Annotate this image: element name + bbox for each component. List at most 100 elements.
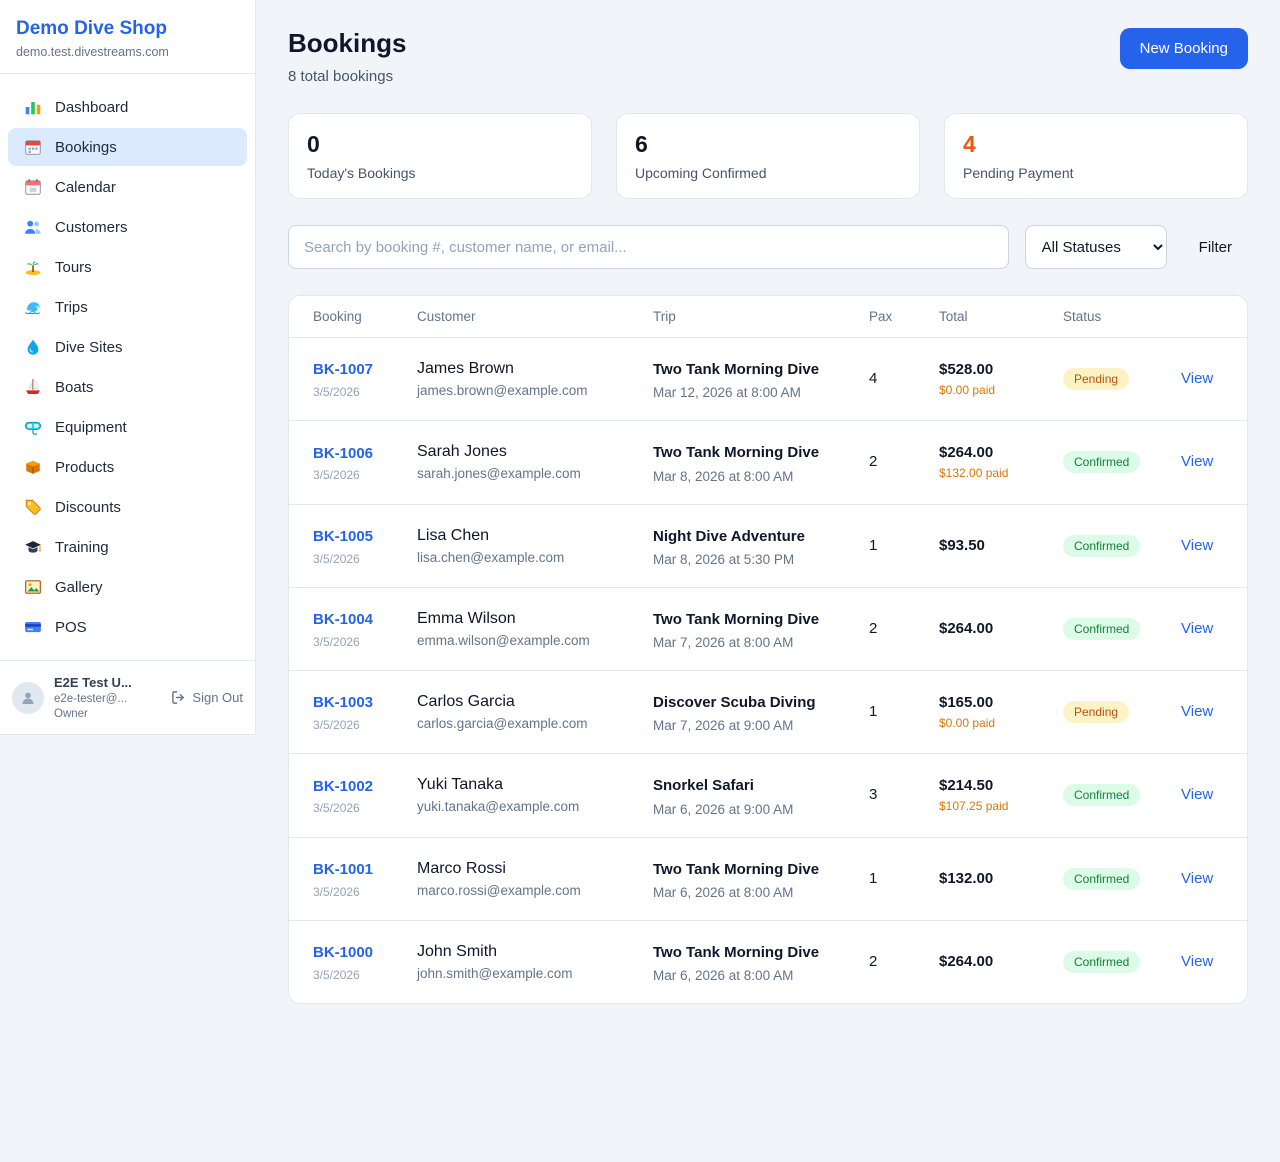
sidebar-item-label: Dashboard — [55, 98, 129, 116]
view-link[interactable]: View — [1181, 619, 1214, 637]
table-header-row: Booking Customer Trip Pax Total Status — [289, 296, 1247, 338]
brand-name: Demo Dive Shop — [16, 18, 167, 39]
stat-value: 0 — [307, 131, 320, 157]
trip-name: Two Tank Morning Dive — [653, 860, 820, 878]
paid-amount: $0.00 paid — [939, 716, 996, 731]
customer-email: marco.rossi@example.com — [417, 882, 581, 898]
trip-name: Night Dive Adventure — [653, 527, 805, 545]
status-filter-select[interactable]: All Statuses — [1024, 225, 1167, 269]
sidebar-item-equipment[interactable]: Equipment — [8, 408, 247, 446]
status-badge: Confirmed — [1063, 950, 1141, 973]
total-amount: $264.00 — [939, 620, 994, 638]
trip-datetime: Mar 8, 2026 at 5:30 PM — [653, 551, 795, 567]
customer-email: john.smith@example.com — [417, 965, 573, 981]
booking-id-link[interactable]: BK-1002 — [313, 777, 374, 795]
view-link[interactable]: View — [1181, 952, 1214, 970]
sidebar-item-boats[interactable]: Boats — [8, 368, 247, 406]
sidebar-item-gallery[interactable]: Gallery — [8, 568, 247, 606]
sign-out-button[interactable]: Sign Out — [171, 690, 243, 705]
booking-id-link[interactable]: BK-1001 — [313, 860, 374, 878]
sidebar-item-customers[interactable]: Customers — [8, 208, 247, 246]
filter-bar: All Statuses Filter — [288, 225, 1248, 269]
customer-name: Yuki Tanaka — [417, 776, 503, 794]
search-input[interactable] — [288, 225, 1009, 269]
view-link[interactable]: View — [1181, 703, 1214, 721]
col-header-customer: Customer — [401, 296, 637, 338]
sidebar-item-label: Training — [55, 538, 109, 556]
pax-count: 3 — [869, 786, 878, 804]
sidebar-item-label: Trips — [55, 298, 88, 316]
sidebar-item-trips[interactable]: Trips — [8, 288, 247, 326]
booking-date: 3/5/2026 — [313, 718, 360, 732]
pax-count: 2 — [869, 952, 878, 970]
booking-id-link[interactable]: BK-1007 — [313, 361, 374, 379]
new-booking-button[interactable]: New Booking — [1119, 28, 1248, 69]
sign-out-label: Sign Out — [192, 690, 243, 705]
dive-mask-icon — [24, 418, 42, 436]
customer-email: yuki.tanaka@example.com — [417, 799, 580, 815]
sidebar-item-label: Bookings — [55, 138, 117, 156]
sidebar-item-calendar[interactable]: Calendar — [8, 168, 247, 206]
booking-date: 3/5/2026 — [313, 551, 360, 566]
customer-name: Sarah Jones — [417, 443, 507, 461]
trip-name: Two Tank Morning Dive — [653, 361, 820, 378]
booking-date: 3/5/2026 — [313, 884, 360, 899]
sidebar-item-label: Discounts — [55, 498, 121, 516]
sidebar-item-label: Calendar — [55, 178, 116, 196]
status-badge: Confirmed — [1063, 534, 1141, 557]
customer-email: james.brown@example.com — [417, 383, 588, 399]
sidebar-item-bookings[interactable]: Bookings — [8, 128, 247, 166]
view-link[interactable]: View — [1181, 370, 1214, 388]
sidebar-item-dashboard[interactable]: Dashboard — [8, 88, 247, 126]
stat-value: 4 — [963, 131, 976, 157]
total-amount: $132.00 — [939, 870, 994, 888]
sidebar-item-training[interactable]: Training — [8, 528, 247, 566]
view-link[interactable]: View — [1181, 453, 1214, 471]
booking-date: 3/5/2026 — [313, 468, 360, 483]
total-amount: $165.00 — [939, 694, 994, 712]
booking-id-link[interactable]: BK-1003 — [313, 694, 374, 712]
booking-id-link[interactable]: BK-1005 — [313, 527, 374, 545]
booking-id-link[interactable]: BK-1000 — [313, 944, 374, 961]
table-row: BK-1000 3/5/2026 John Smith john.smith@e… — [289, 920, 1247, 1003]
table-row: BK-1005 3/5/2026 Lisa Chen lisa.chen@exa… — [289, 504, 1247, 588]
main-content: Bookings 8 total bookings New Booking 0 … — [256, 0, 1280, 1036]
paid-amount: $132.00 paid — [939, 466, 1009, 481]
view-link[interactable]: View — [1181, 786, 1214, 804]
col-header-booking: Booking — [289, 296, 401, 338]
avatar — [12, 681, 44, 714]
filter-button[interactable]: Filter — [1183, 239, 1248, 256]
view-link[interactable]: View — [1181, 869, 1214, 887]
status-badge: Confirmed — [1063, 784, 1141, 807]
sidebar-item-tours[interactable]: Tours — [8, 248, 247, 286]
sidebar-item-products[interactable]: Products — [8, 448, 247, 486]
stat-label: Pending Payment — [963, 165, 1074, 181]
paid-amount: $0.00 paid — [939, 383, 996, 398]
view-link[interactable]: View — [1181, 536, 1214, 554]
table-row: BK-1006 3/5/2026 Sarah Jones sarah.jones… — [289, 420, 1247, 505]
stat-label: Upcoming Confirmed — [635, 165, 767, 181]
sidebar-item-label: Products — [55, 458, 115, 476]
sidebar-item-dive-sites[interactable]: Dive Sites — [8, 328, 247, 366]
brand: Demo Dive Shop demo.test.divestreams.com — [0, 0, 255, 74]
users-icon — [24, 218, 42, 236]
sidebar-item-label: Boats — [55, 378, 94, 396]
status-badge: Pending — [1063, 701, 1130, 724]
stat-label: Today's Bookings — [307, 165, 416, 181]
brand-domain: demo.test.divestreams.com — [16, 45, 169, 59]
page-subtitle: 8 total bookings — [288, 68, 394, 85]
bookings-table: Booking Customer Trip Pax Total Status B… — [289, 296, 1247, 1003]
sidebar-item-discounts[interactable]: Discounts — [8, 488, 247, 526]
booking-date: 3/5/2026 — [313, 967, 360, 982]
total-amount: $214.50 — [939, 777, 994, 795]
sidebar-item-pos[interactable]: POS — [8, 608, 247, 646]
user-meta: E2E Test U... e2e-tester@... Owner — [54, 675, 161, 720]
trip-name: Snorkel Safari — [653, 777, 754, 795]
booking-id-link[interactable]: BK-1004 — [313, 611, 374, 628]
calendar-icon — [24, 178, 42, 196]
booking-date: 3/5/2026 — [313, 634, 360, 649]
table-row: BK-1004 3/5/2026 Emma Wilson emma.wilson… — [289, 587, 1247, 672]
table-row: BK-1007 3/5/2026 James Brown james.brown… — [289, 337, 1247, 422]
booking-id-link[interactable]: BK-1006 — [313, 444, 374, 462]
customer-name: James Brown — [417, 360, 514, 378]
